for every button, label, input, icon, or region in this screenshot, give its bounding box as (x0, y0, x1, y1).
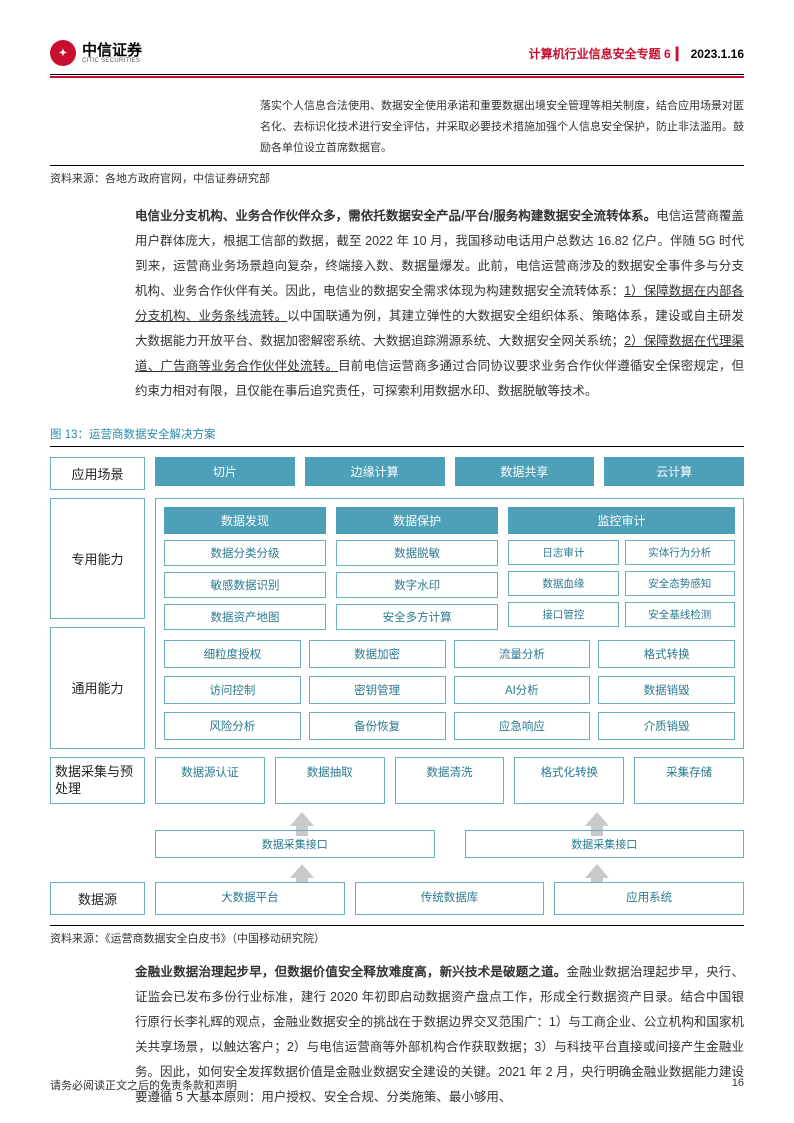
gen-item: 格式转换 (598, 640, 735, 668)
logo: ✦ 中信证券 CITIC SECURITIES (50, 40, 142, 66)
arrow-row (155, 864, 744, 878)
pre-item: 格式化转换 (514, 757, 624, 805)
arrow-up-icon (585, 812, 609, 826)
label-preprocess: 数据采集与预处理 (50, 757, 145, 805)
header-right: 计算机行业信息安全专题 6 ▎ 2023.1.16 (529, 45, 744, 62)
capability-group: 专用能力 通用能力 数据发现 数据分类分级 敏感数据识别 数据资产地图 数据保护… (50, 498, 744, 749)
arrow-up-icon (290, 812, 314, 826)
col-monitor: 监控审计 日志审计实体行为分析 数据血缘安全态势感知 接口管控安全基线检测 (508, 507, 735, 630)
pre-item: 数据抽取 (275, 757, 385, 805)
special-columns: 数据发现 数据分类分级 敏感数据识别 数据资产地图 数据保护 数据脱敏 数字水印… (164, 507, 735, 630)
page-footer: 请务必阅读正文之后的免责条款和声明 16 (50, 1077, 744, 1093)
logo-en: CITIC SECURITIES (82, 58, 142, 64)
pre-item: 采集存储 (634, 757, 744, 805)
pre-item: 数据源认证 (155, 757, 265, 805)
gen-item: 密钥管理 (309, 676, 446, 704)
paragraph-1: 电信业分支机构、业务合作伙伴众多，需依托数据安全产品/平台/服务构建数据安全流转… (50, 204, 744, 404)
label-special: 专用能力 (50, 498, 145, 620)
gen-item: 应急响应 (454, 712, 591, 740)
row-app: 应用场景 切片 边缘计算 数据共享 云计算 (50, 457, 744, 490)
generic-grid: 细粒度授权 数据加密 流量分析 格式转换 访问控制 密钥管理 AI分析 数据销毁… (164, 640, 735, 740)
source-1: 资料来源：各地方政府官网，中信证券研究部 (50, 165, 744, 186)
gen-item: 备份恢复 (309, 712, 446, 740)
sp-item: 数据分类分级 (164, 540, 326, 566)
arrow-row (155, 812, 744, 826)
gen-item: 细粒度授权 (164, 640, 301, 668)
source-2: 资料来源：《运营商数据安全白皮书》（中国移动研究院） (50, 925, 744, 946)
sp-item: 安全多方计算 (336, 604, 498, 630)
footer-page: 16 (732, 1077, 744, 1093)
gen-item: 风险分析 (164, 712, 301, 740)
diagram: 应用场景 切片 边缘计算 数据共享 云计算 专用能力 通用能力 数据发现 数据分… (50, 457, 744, 916)
gen-item: 介质销毁 (598, 712, 735, 740)
header-date: 2023.1.16 (691, 47, 744, 61)
label-generic: 通用能力 (50, 627, 145, 749)
sp-item: 数据资产地图 (164, 604, 326, 630)
page-header: ✦ 中信证券 CITIC SECURITIES 计算机行业信息安全专题 6 ▎ … (50, 40, 744, 75)
mon-item: 实体行为分析 (625, 540, 735, 565)
row-source: 数据源 大数据平台 传统数据库 应用系统 (50, 882, 744, 915)
app-item: 边缘计算 (305, 457, 445, 486)
col-discover: 数据发现 数据分类分级 敏感数据识别 数据资产地图 (164, 507, 326, 630)
gen-item: 数据加密 (309, 640, 446, 668)
logo-mark: ✦ (50, 40, 76, 66)
hdr-monitor: 监控审计 (508, 507, 735, 534)
label-app: 应用场景 (50, 457, 145, 490)
sp-item: 数字水印 (336, 572, 498, 598)
col-protect: 数据保护 数据脱敏 数字水印 安全多方计算 (336, 507, 498, 630)
hdr-protect: 数据保护 (336, 507, 498, 534)
label-source: 数据源 (50, 882, 145, 915)
mon-item: 安全态势感知 (625, 571, 735, 596)
gen-item: AI分析 (454, 676, 591, 704)
arrow-up-icon (585, 864, 609, 878)
para1-lead: 电信业分支机构、业务合作伙伴众多，需依托数据安全产品/平台/服务构建数据安全流转… (135, 209, 656, 223)
logo-cn: 中信证券 (82, 43, 142, 58)
sp-item: 数据脱敏 (336, 540, 498, 566)
iface-item: 数据采集接口 (155, 830, 435, 858)
header-title: 计算机行业信息安全专题 6 (529, 47, 671, 61)
iface-item: 数据采集接口 (465, 830, 745, 858)
header-rule (50, 76, 744, 78)
sp-item: 敏感数据识别 (164, 572, 326, 598)
app-item: 云计算 (604, 457, 744, 486)
hdr-discover: 数据发现 (164, 507, 326, 534)
row-preprocess: 数据采集与预处理 数据源认证 数据抽取 数据清洗 格式化转换 采集存储 (50, 757, 744, 805)
mon-item: 数据血缘 (508, 571, 618, 596)
src-item: 传统数据库 (355, 882, 545, 915)
gen-item: 流量分析 (454, 640, 591, 668)
pre-item: 数据清洗 (395, 757, 505, 805)
mon-item: 接口管控 (508, 602, 618, 627)
mon-item: 安全基线检测 (625, 602, 735, 627)
gen-item: 数据销毁 (598, 676, 735, 704)
src-item: 大数据平台 (155, 882, 345, 915)
arrow-up-icon (290, 864, 314, 878)
interface-row: 数据采集接口 数据采集接口 (155, 830, 744, 858)
footer-left: 请务必阅读正文之后的免责条款和声明 (50, 1077, 237, 1093)
src-item: 应用系统 (554, 882, 744, 915)
top-note: 落实个人信息合法使用、数据安全使用承诺和重要数据出境安全管理等相关制度，结合应用… (260, 96, 744, 159)
figure-title: 图 13：运营商数据安全解决方案 (50, 426, 744, 447)
para2-lead: 金融业数据治理起步早，但数据价值安全释放难度高，新兴技术是破题之道。 (135, 965, 567, 979)
mon-item: 日志审计 (508, 540, 618, 565)
app-item: 数据共享 (455, 457, 595, 486)
gen-item: 访问控制 (164, 676, 301, 704)
app-item: 切片 (155, 457, 295, 486)
